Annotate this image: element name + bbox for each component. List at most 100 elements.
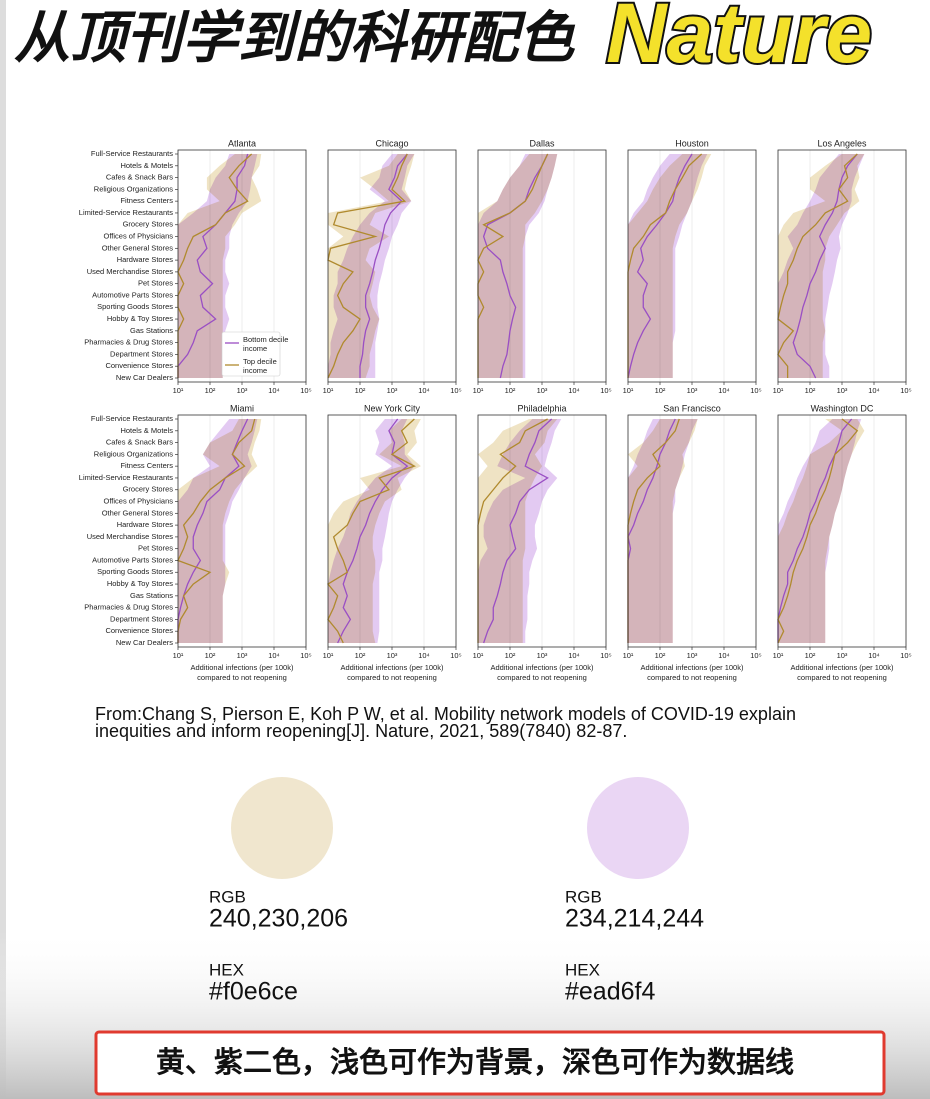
line (777, 153, 858, 378)
x-tick-label: 10⁴ (268, 651, 280, 660)
x-axis-label: Additional infections (per 100k) (641, 663, 744, 672)
x-tick-label: 10⁵ (600, 651, 611, 660)
plot-frame (477, 149, 607, 383)
header-brand: Nature (606, 0, 872, 80)
x-tick-label: 10³ (237, 651, 248, 660)
x-axis-label: compared to not reopening (797, 673, 887, 682)
x-tick-label: 10¹ (173, 651, 184, 660)
panel-title: Houston (675, 138, 709, 148)
x-tick-label: 10² (205, 651, 216, 660)
x-tick-label: 10⁴ (868, 651, 880, 660)
x-tick-label: 10² (655, 651, 666, 660)
line (327, 153, 408, 379)
x-axis-label: compared to not reopening (497, 673, 587, 682)
y-tick-label: Convenience Stores (105, 626, 173, 635)
line (327, 418, 417, 644)
x-tick-label: 10¹ (773, 651, 784, 660)
hex-heading: HEX (565, 960, 600, 979)
line (482, 153, 549, 379)
y-tick-label: Department Stores (110, 614, 173, 623)
panel-title: San Francisco (663, 403, 721, 413)
plot-frame (777, 414, 907, 648)
panel-title: Los Angeles (817, 138, 867, 148)
panel-title: Atlanta (228, 138, 256, 148)
x-tick-label: 10⁴ (568, 651, 580, 660)
hex-value: #ead6f4 (565, 978, 655, 1006)
y-tick-label: Cafes & Snack Bars (106, 438, 173, 447)
y-tick-label: Department Stores (110, 349, 173, 358)
y-tick-label: Hotels & Motels (120, 426, 173, 435)
band (328, 154, 415, 378)
x-axis-label: compared to not reopening (347, 673, 437, 682)
x-tick-label: 10³ (537, 651, 548, 660)
y-tick-label: Used Merchandise Stores (87, 532, 174, 541)
x-tick-label: 10³ (237, 386, 248, 395)
x-tick-label: 10³ (387, 651, 398, 660)
caption: 黄、紫二色，浅色可作为背景，深色可作为数据线 (156, 1045, 794, 1079)
y-tick-label: Offices of Physicians (104, 232, 174, 241)
y-tick-label: Hotels & Motels (120, 161, 173, 170)
rgb-value: 234,214,244 (565, 905, 704, 933)
y-tick-label: Offices of Physicians (104, 497, 174, 506)
y-tick-label: Other General Stores (102, 508, 174, 517)
x-tick-label: 10³ (837, 386, 848, 395)
y-tick-label: Limited-Service Restaurants (79, 473, 173, 482)
y-tick-label: Hardware Stores (117, 520, 174, 529)
y-tick-label: Hobby & Toy Stores (107, 579, 173, 588)
y-tick-label: Pharmacies & Drug Stores (84, 603, 173, 612)
rgb-value: 240,230,206 (209, 905, 348, 933)
x-tick-label: 10⁵ (450, 651, 461, 660)
color-swatch (587, 777, 689, 879)
y-tick-label: Convenience Stores (105, 361, 173, 370)
x-axis-label: Additional infections (per 100k) (191, 663, 294, 672)
y-tick-label: Pharmacies & Drug Stores (84, 338, 173, 347)
x-tick-label: 10⁵ (300, 651, 311, 660)
legend-label: Top decile (243, 357, 277, 366)
x-axis-label: Additional infections (per 100k) (791, 663, 894, 672)
plot-frame (177, 414, 307, 648)
x-tick-label: 10⁴ (868, 386, 880, 395)
x-tick-label: 10² (505, 386, 516, 395)
x-tick-label: 10¹ (323, 651, 334, 660)
plot-frame (327, 149, 457, 383)
band (478, 154, 558, 378)
y-tick-label: Religious Organizations (94, 449, 173, 458)
band (328, 419, 421, 643)
band (178, 419, 262, 643)
y-tick-label: Grocery Stores (123, 220, 174, 229)
line (177, 153, 249, 378)
x-tick-label: 10² (355, 386, 366, 395)
plot-frame (327, 414, 457, 648)
x-tick-label: 10⁴ (718, 386, 730, 395)
x-tick-label: 10⁴ (418, 651, 430, 660)
legend-label: income (243, 344, 267, 353)
x-axis-label: Additional infections (per 100k) (341, 663, 444, 672)
y-tick-label: Cafes & Snack Bars (106, 173, 173, 182)
y-tick-label: Limited-Service Restaurants (79, 208, 173, 217)
y-tick-label: Gas Stations (130, 591, 173, 600)
panel-title: Washington DC (811, 403, 874, 413)
panel-title: Miami (230, 403, 254, 413)
left-edge (0, 0, 6, 1099)
x-tick-label: 10² (805, 386, 816, 395)
x-tick-label: 10⁵ (750, 651, 761, 660)
plot-frame (627, 149, 757, 383)
x-tick-label: 10¹ (473, 386, 484, 395)
x-tick-label: 10³ (387, 386, 398, 395)
hex-heading: HEX (209, 960, 244, 979)
caption-box (94, 1030, 886, 1096)
x-tick-label: 10⁴ (418, 386, 430, 395)
band (478, 419, 558, 643)
y-tick-label: Automotive Parts Stores (92, 290, 173, 299)
x-axis-label: compared to not reopening (647, 673, 737, 682)
x-tick-label: 10⁵ (600, 386, 611, 395)
x-tick-label: 10¹ (773, 386, 784, 395)
legend-label: income (243, 366, 267, 375)
x-tick-label: 10⁵ (450, 386, 461, 395)
x-tick-label: 10⁴ (568, 386, 580, 395)
x-axis-label: Additional infections (per 100k) (491, 663, 594, 672)
citation-line: From:Chang S, Pierson E, Koh P W, et al.… (95, 704, 796, 724)
x-tick-label: 10⁵ (900, 386, 911, 395)
line (792, 153, 858, 379)
x-tick-label: 10² (505, 651, 516, 660)
